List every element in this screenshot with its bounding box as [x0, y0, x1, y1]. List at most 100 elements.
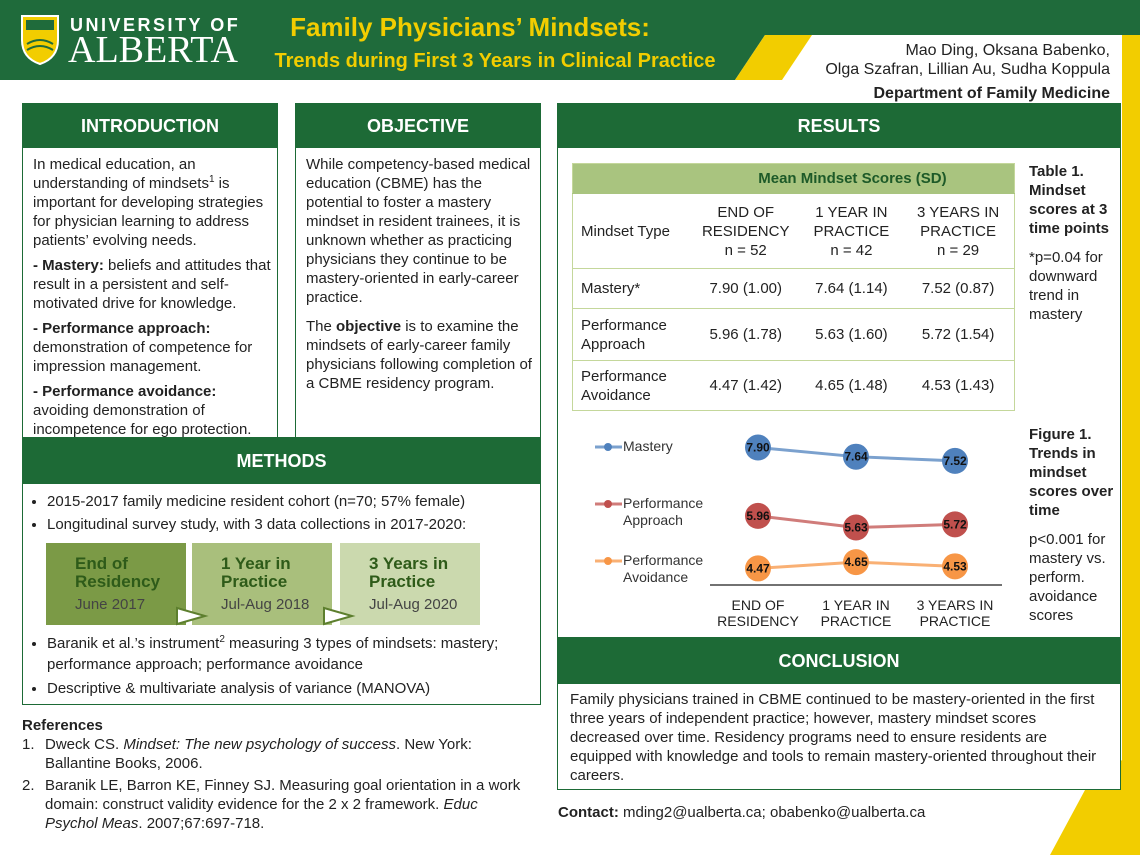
paragraph: - Performance approach: demonstration of… [33, 319, 272, 376]
department: Department of Family Medicine [873, 85, 1111, 102]
table-row: Mindset Type END OF RESIDENCY n = 52 1 YE… [572, 193, 1015, 269]
conclusion-box: CONCLUSION Family physicians trained in … [557, 637, 1121, 790]
text: In medical education, an understanding o… [33, 156, 209, 192]
caption-label: Figure 1. [1029, 426, 1092, 443]
bullet: Longitudinal survey study, with 3 data c… [47, 515, 540, 534]
legend-label: Mastery [623, 438, 673, 454]
legend-label: Performance Avoidance [623, 552, 704, 585]
legend-marker [604, 557, 612, 565]
title: Family Physicians’ Mindsets: [290, 12, 650, 42]
paragraph: - Mastery: beliefs and attitudes that re… [33, 256, 272, 313]
table-cell: Performance Approach [572, 308, 691, 361]
text: avoiding demonstration of incompetence f… [33, 402, 252, 438]
ref-text: Baranik LE, Barron KE, Finney SJ. Measur… [45, 776, 522, 833]
term: - Performance approach: [33, 320, 211, 337]
column-n: n = 52 [724, 241, 767, 259]
caption-label: Table 1. [1029, 163, 1084, 180]
text: measuring 3 types of mindsets: mastery; … [47, 635, 499, 673]
text: objective [336, 318, 402, 335]
data-label: 5.63 [844, 521, 868, 535]
superscript: 2 [219, 634, 225, 645]
objective-body: While competency-based medical education… [296, 148, 540, 393]
table-cell: 4.53 (1.43) [902, 360, 1015, 411]
x-tick-label: 1 YEAR IN PRACTICE [820, 597, 892, 629]
ref-text: Dweck CS. Mindset: The new psychology of… [45, 735, 522, 773]
references-heading: References [22, 717, 103, 734]
arrow [176, 606, 209, 626]
timeline-step: 3 Years in Practice Jul-Aug 2020 [340, 543, 480, 625]
timeline-step: 1 Year in Practice Jul-Aug 2018 [192, 543, 332, 625]
text: Dweck CS. [45, 736, 124, 753]
reference: 2. Baranik LE, Barron KE, Finney SJ. Meas… [22, 776, 522, 833]
header-band [0, 35, 765, 80]
ref-number: 2. [22, 777, 35, 794]
table-cell: 4.47 (1.42) [690, 360, 801, 411]
step-label: 3 Years in Practice [369, 554, 449, 591]
table-header: 3 YEARS IN PRACTICE n = 29 [902, 193, 1015, 269]
text: Mindset: The new psychology of success [123, 736, 396, 753]
table-cell: Mastery* [572, 268, 691, 309]
legend-label: Performance Approach [623, 495, 704, 528]
data-label: 4.47 [746, 561, 770, 575]
objective-box: OBJECTIVE While competency-based medical… [295, 103, 541, 438]
arrow [323, 606, 356, 626]
step-date: Jul-Aug 2018 [221, 596, 310, 613]
paragraph: In medical education, an understanding o… [33, 155, 272, 250]
paragraph: The objective is to examine the mindsets… [306, 317, 532, 393]
timeline-arrows [176, 606, 356, 626]
text: Educ Psychol Meas [45, 796, 478, 832]
contact-label: Contact: [558, 804, 619, 821]
data-point [745, 502, 771, 529]
step-label: 1 Year in Practice [221, 554, 291, 591]
logo-text: UNIVERSITY OF [70, 15, 241, 35]
data-label: 4.65 [844, 555, 868, 569]
table-cell: Performance Avoidance [572, 360, 691, 411]
introduction-body: In medical education, an understanding o… [23, 148, 277, 439]
author-line: Olga Szafran, Lillian Au, Sudha Koppula [825, 61, 1110, 78]
side-stripe [1050, 35, 1140, 855]
table-cell: 5.63 (1.60) [800, 308, 903, 361]
bullet-list: 2015-2017 family medicine resident cohor… [23, 484, 540, 534]
term: - Mastery: [33, 257, 104, 274]
conclusion-text: Family physicians trained in CBME contin… [570, 691, 1097, 784]
table-cell: 4.65 (1.48) [800, 360, 903, 411]
text: beliefs and attitudes that result in a p… [33, 257, 271, 312]
table-cell: 5.96 (1.78) [690, 308, 801, 361]
data-point [942, 447, 968, 474]
data-point [942, 511, 968, 538]
data-point [745, 555, 771, 582]
table-row: Performance Avoidance 4.47 (1.42) 4.65 (… [572, 360, 1015, 411]
section-heading: RESULTS [558, 104, 1120, 148]
text: Baranik LE, Barron KE, Finney SJ. Measur… [45, 777, 521, 813]
bullet-list: Baranik et al.’s instrument2 measuring 3… [23, 633, 537, 702]
table-row: Mean Mindset Scores (SD) [572, 163, 1015, 194]
text: The [306, 318, 337, 335]
column-n: n = 42 [830, 241, 873, 259]
table-cell: 5.72 (1.54) [902, 308, 1015, 361]
x-tick-label: END OF RESIDENCY [717, 597, 799, 629]
table-cell [572, 163, 691, 194]
table-cell: 7.90 (1.00) [690, 268, 801, 309]
caption-note: p<0.001 for mastery vs. perform. avoidan… [1029, 531, 1106, 624]
logo-name: ALBERTA [68, 29, 238, 71]
header-stripe [735, 35, 812, 80]
column-name: 3 YEARS IN PRACTICE [916, 203, 1000, 240]
x-tick-label: 3 YEARS IN PRACTICE [916, 597, 994, 629]
line-chart: 7.90 7.64 7.52 5.96 5.63 5.72 4.47 4.65 4.53 [595, 434, 1002, 586]
column-n: n = 29 [937, 241, 980, 259]
legend-marker [604, 443, 612, 451]
table-caption: Table 1. Mindset scores at 3 time points… [1029, 162, 1119, 324]
section-heading: METHODS [23, 438, 540, 484]
data-label: 7.64 [844, 450, 868, 464]
table-header: END OF RESIDENCY n = 52 [690, 193, 801, 269]
data-point [745, 434, 771, 461]
step-label: End of Residency [75, 554, 161, 591]
data-label: 5.96 [746, 509, 770, 523]
data-point [843, 443, 869, 470]
figure-caption: Figure 1. Trends in mindset scores over … [1029, 425, 1119, 625]
contact: Contact: mding2@ualberta.ca; obabenko@ua… [558, 803, 925, 822]
text: demonstration of competence for impressi… [33, 339, 253, 375]
step-date: Jul-Aug 2020 [369, 596, 458, 613]
